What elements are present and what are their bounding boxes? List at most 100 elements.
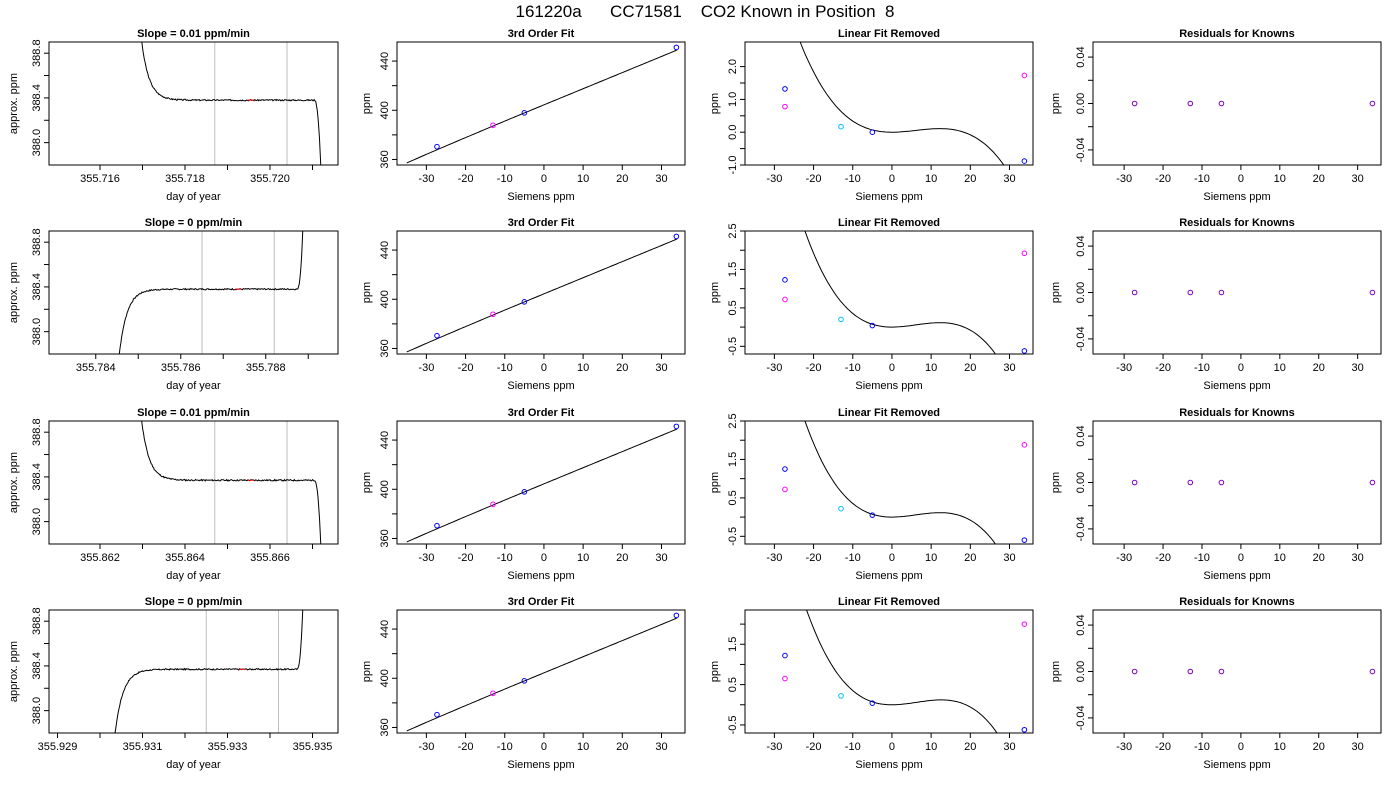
data-point (782, 675, 788, 682)
x-tick-label: 30 (1003, 362, 1015, 374)
y-tick-label: 2.5 (727, 223, 739, 238)
y-axis-label: ppm (709, 282, 721, 303)
panel-title: Slope = 0.01 ppm/min (137, 28, 250, 40)
x-tick-label: 20 (964, 362, 976, 374)
data-point (521, 110, 528, 116)
x-tick-label: 30 (655, 173, 667, 185)
x-tick-label: 20 (1313, 552, 1325, 564)
x-tick-label: -20 (1155, 552, 1171, 564)
data-point (1187, 479, 1194, 486)
y-tick-label: 440 (379, 620, 391, 638)
x-tick-label: -20 (1155, 362, 1171, 374)
x-tick-label: -30 (418, 741, 434, 753)
y-tick-label: 400 (379, 101, 391, 119)
data-point (869, 322, 876, 329)
y-tick-label: 1.0 (727, 92, 739, 107)
y-tick-label: 1.5 (727, 637, 739, 652)
panel-title: 3rd Order Fit (508, 596, 575, 608)
data-point (1021, 250, 1028, 257)
x-tick-label: 355.718 (165, 173, 205, 185)
x-tick-label: 10 (1274, 173, 1286, 185)
x-tick-label: -20 (458, 173, 474, 185)
data-point (434, 143, 440, 150)
x-tick-label: -20 (458, 552, 474, 564)
data-point (1021, 72, 1028, 79)
x-tick-label: -20 (806, 552, 822, 564)
x-tick-label: 20 (964, 173, 976, 185)
panel-title: Slope = 0 ppm/min (145, 596, 243, 608)
x-tick-label: 355.931 (123, 741, 163, 753)
data-point (1021, 158, 1028, 164)
y-tick-label: 360 (379, 339, 391, 357)
x-axis-label: Siemens ppm (507, 759, 574, 771)
x-tick-label: 30 (1352, 741, 1364, 753)
x-axis-label: Siemens ppm (855, 380, 922, 392)
panel-title: Residuals for Knowns (1179, 407, 1295, 419)
x-axis-label: Siemens ppm (507, 570, 574, 582)
x-axis-label: Siemens ppm (1203, 570, 1270, 582)
x-tick-label: 10 (1274, 741, 1286, 753)
data-point (434, 711, 440, 718)
panel-residuals-row-3: Residuals for Knowns -30 -20 -10 0 10 20 30 -0.0… (1050, 407, 1382, 582)
y-tick-label: 0.5 (727, 490, 739, 505)
x-tick-label: 0 (889, 741, 895, 753)
data-point (1369, 479, 1376, 486)
plot-frame (48, 230, 339, 355)
panel-title: 3rd Order Fit (508, 217, 575, 229)
fit-curve-line (804, 231, 997, 354)
data-point (838, 505, 844, 512)
plot-frame (396, 41, 686, 166)
plot-frame (744, 230, 1034, 355)
x-tick-label: 20 (616, 552, 628, 564)
y-tick-label: 2.0 (727, 59, 739, 74)
y-axis-label: ppm (361, 472, 373, 493)
panel-linear-removed-row-2: Linear Fit Removed -30 -20 -10 0 10 20 30 -0.5 0.… (709, 217, 1034, 392)
fit-curve-line (799, 42, 1005, 165)
ppm-trace-line (141, 42, 322, 165)
y-tick-label: 2.5 (727, 413, 739, 428)
y-tick-label: 388.4 (31, 84, 43, 112)
x-tick-label: 20 (1313, 173, 1325, 185)
x-tick-label: 20 (616, 173, 628, 185)
x-tick-label: 0 (1238, 741, 1244, 753)
data-point (838, 123, 844, 130)
panel-fit-row-2: 3rd Order Fit -30 -20 -10 0 10 20 30 360 400 440 Si… (361, 217, 686, 392)
data-point (1369, 289, 1376, 296)
data-point (782, 103, 788, 110)
plot-frame (48, 420, 339, 545)
x-tick-label: 30 (1003, 741, 1015, 753)
data-point (869, 700, 876, 706)
x-tick-label: 0 (541, 173, 547, 185)
data-point (673, 423, 680, 430)
panel-linear-removed-row-3: Linear Fit Removed -30 -20 -10 0 10 20 30 -0.5 0.… (709, 407, 1034, 582)
x-tick-label: 355.929 (38, 741, 78, 753)
x-tick-label: 10 (577, 173, 589, 185)
y-tick-label: 388.8 (31, 228, 43, 256)
x-tick-label: 0 (1238, 552, 1244, 564)
data-point (521, 678, 528, 684)
y-tick-label: 388.8 (31, 39, 43, 67)
data-point (673, 233, 680, 240)
panel-grid: Slope = 0.01 ppm/min 355.716 355.718 355.72… (8, 28, 1382, 771)
y-axis-label: ppm (709, 661, 721, 682)
y-tick-label: -0.04 (1075, 326, 1087, 351)
ppm-trace-line (118, 231, 304, 354)
y-tick-label: 388.0 (31, 508, 43, 536)
x-tick-label: -30 (1116, 552, 1132, 564)
x-tick-label: 30 (655, 552, 667, 564)
data-point (1187, 100, 1194, 107)
data-point (673, 44, 680, 51)
x-axis-label: Siemens ppm (855, 191, 922, 203)
data-point (782, 277, 788, 283)
y-tick-label: 0.04 (1075, 614, 1087, 635)
y-axis-label: ppm (361, 661, 373, 682)
y-tick-label: 0.5 (727, 300, 739, 315)
y-tick-label: 388.0 (31, 129, 43, 157)
y-tick-label: 1.5 (727, 452, 739, 467)
x-axis-label: day of year (166, 191, 221, 203)
x-tick-label: 10 (925, 741, 937, 753)
x-tick-label: -20 (1155, 173, 1171, 185)
y-tick-label: 400 (379, 669, 391, 687)
x-tick-label: -10 (845, 552, 861, 564)
